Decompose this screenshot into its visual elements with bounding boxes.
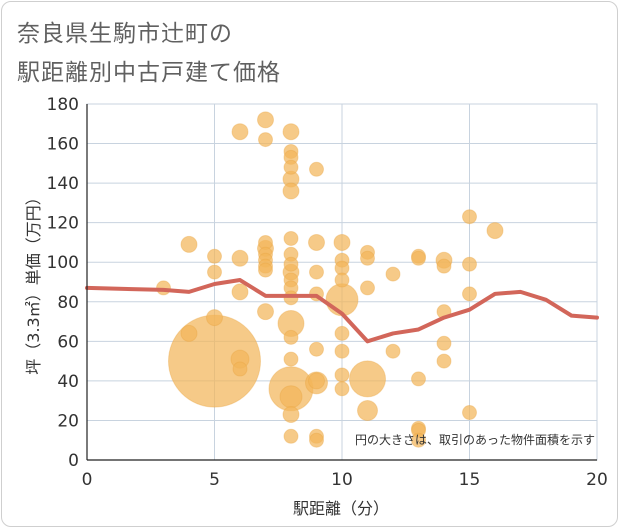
data-bubble [334, 272, 350, 288]
data-bubble [282, 123, 300, 141]
bubbles-layer [156, 111, 504, 448]
y-tick-label: 180 [47, 95, 79, 115]
trend-line [85, 278, 599, 344]
x-tick-label: 20 [586, 470, 608, 490]
data-bubble [462, 405, 477, 421]
x-tick-label: 10 [331, 470, 353, 490]
data-bubble [334, 381, 350, 397]
chart-title-line1: 奈良県生駒市辻町の [17, 21, 233, 47]
data-bubble [232, 361, 248, 377]
data-bubble [231, 283, 249, 301]
data-bubble [283, 256, 299, 272]
data-bubble [334, 325, 350, 341]
data-bubble [283, 428, 299, 444]
data-bubble [257, 111, 274, 129]
y-tick-label: 140 [47, 174, 79, 194]
x-tick-label: 0 [82, 470, 93, 490]
data-bubble [283, 351, 299, 367]
data-bubble [436, 353, 452, 369]
data-bubble [207, 248, 222, 264]
data-bubble [309, 264, 324, 280]
data-bubble [231, 249, 249, 267]
data-bubble [308, 233, 325, 251]
data-bubble [462, 256, 477, 272]
x-tick-label: 15 [459, 470, 481, 490]
axes-layer: 0 5 10 15 20 0 20 40 60 80 100 120 140 160 180 [47, 95, 608, 490]
data-bubble [282, 182, 300, 200]
data-bubble [360, 250, 375, 266]
data-bubble [283, 230, 299, 246]
data-bubble [357, 400, 378, 422]
data-bubble [436, 258, 452, 274]
x-axis-label: 駅距離（分） [293, 499, 389, 518]
data-bubble [462, 286, 477, 302]
data-bubble [309, 341, 324, 357]
data-bubble [385, 343, 401, 359]
data-bubble [282, 406, 300, 424]
data-bubble [258, 262, 273, 278]
chart-title-line2: 駅距離別中古戸建て価格 [17, 60, 281, 86]
data-bubble [257, 303, 274, 321]
data-bubble [283, 329, 299, 345]
data-bubble [411, 432, 426, 448]
y-tick-label: 80 [57, 293, 79, 313]
data-bubble [283, 159, 299, 175]
y-tick-label: 40 [57, 372, 79, 392]
data-bubble [279, 385, 303, 409]
data-bubble [333, 233, 351, 251]
data-bubble [334, 367, 350, 383]
data-bubble [411, 371, 426, 387]
y-tick-label: 60 [57, 332, 79, 352]
data-bubble [231, 123, 249, 141]
data-bubble [308, 372, 325, 390]
data-bubble [385, 266, 401, 282]
y-tick-label: 100 [47, 253, 79, 273]
data-bubble [462, 209, 477, 225]
data-bubble [258, 132, 273, 148]
y-axis-label: 坪（3.3㎡）単価（万円） [24, 189, 43, 374]
x-tick-label: 5 [209, 470, 220, 490]
data-bubble [360, 280, 375, 296]
data-bubble [309, 432, 324, 448]
bubble-size-note: 円の大きさは、取引のあった物件面積を示す [355, 432, 595, 447]
data-bubble [180, 324, 198, 342]
data-bubble [207, 264, 222, 280]
y-tick-label: 20 [57, 411, 79, 431]
data-bubble [309, 161, 324, 177]
data-bubble [206, 309, 223, 327]
data-bubble [334, 343, 350, 359]
y-tick-label: 120 [47, 214, 79, 234]
data-bubble [180, 235, 198, 253]
y-tick-label: 0 [68, 451, 79, 471]
data-bubble [411, 250, 426, 266]
data-bubble [486, 222, 504, 240]
data-bubble [349, 360, 386, 398]
y-tick-label: 160 [47, 135, 79, 155]
data-bubble [325, 283, 359, 317]
data-bubble [436, 335, 452, 351]
trend-layer [85, 278, 599, 344]
